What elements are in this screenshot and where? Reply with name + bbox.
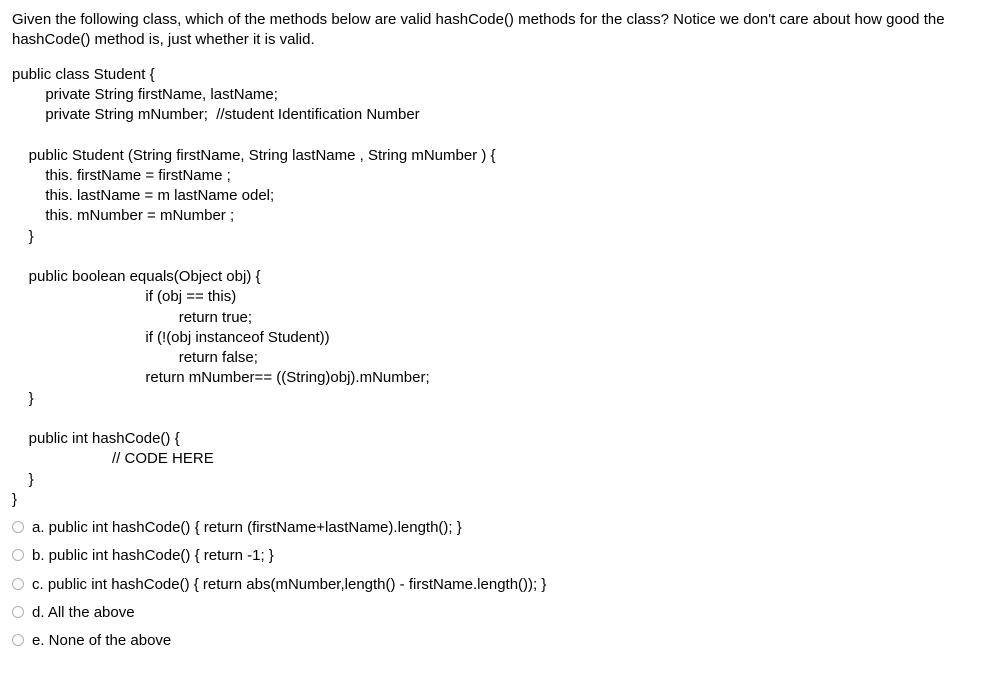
code-block: public class Student { private String fi… — [12, 65, 978, 511]
option-b-label: b. public int hashCode() { return -1; } — [32, 546, 978, 566]
option-a[interactable]: a. public int hashCode() { return (first… — [12, 516, 978, 540]
radio-icon[interactable] — [12, 634, 24, 646]
code-line: this. mNumber = mNumber ; — [12, 207, 234, 224]
code-line: // CODE HERE — [12, 450, 214, 467]
code-line: private String mNumber; //student Identi… — [12, 106, 420, 123]
option-e-label: e. None of the above — [32, 631, 978, 651]
code-line: this. lastName = m lastName odel; — [12, 187, 274, 204]
code-line: private String firstName, lastName; — [12, 86, 278, 103]
option-e[interactable]: e. None of the above — [12, 629, 978, 653]
code-line: return mNumber== ((String)obj).mNumber; — [12, 369, 430, 386]
code-line: } — [12, 471, 34, 488]
code-line: if (!(obj instanceof Student)) — [12, 329, 330, 346]
option-c[interactable]: c. public int hashCode() { return abs(mN… — [12, 573, 978, 597]
code-line: return false; — [12, 349, 258, 366]
option-d[interactable]: d. All the above — [12, 601, 978, 625]
code-line: this. firstName = firstName ; — [12, 167, 231, 184]
radio-icon[interactable] — [12, 549, 24, 561]
option-c-label: c. public int hashCode() { return abs(mN… — [32, 575, 978, 595]
question-prompt: Given the following class, which of the … — [12, 10, 978, 51]
radio-icon[interactable] — [12, 606, 24, 618]
option-b[interactable]: b. public int hashCode() { return -1; } — [12, 544, 978, 568]
options-group: a. public int hashCode() { return (first… — [12, 516, 978, 653]
code-line: if (obj == this) — [12, 288, 236, 305]
code-line: public boolean equals(Object obj) { — [12, 268, 261, 285]
option-d-label: d. All the above — [32, 603, 978, 623]
radio-icon[interactable] — [12, 578, 24, 590]
code-line: public int hashCode() { — [12, 430, 180, 447]
code-line: public class Student { — [12, 66, 155, 83]
code-line: } — [12, 390, 34, 407]
code-line: public Student (String firstName, String… — [12, 147, 496, 164]
radio-icon[interactable] — [12, 521, 24, 533]
code-line: } — [12, 228, 34, 245]
code-line: return true; — [12, 309, 252, 326]
option-a-label: a. public int hashCode() { return (first… — [32, 518, 978, 538]
code-line: } — [12, 491, 17, 508]
